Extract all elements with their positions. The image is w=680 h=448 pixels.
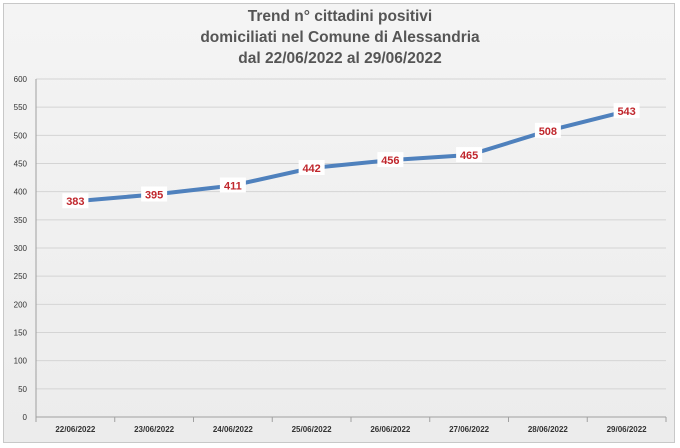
data-label-text: 543 — [617, 106, 635, 118]
data-label-text: 508 — [539, 126, 557, 138]
data-label-box — [613, 103, 640, 119]
data-label-box — [219, 177, 246, 193]
y-tick-label: 350 — [14, 216, 28, 225]
data-label-box — [62, 193, 89, 209]
data-label-text: 395 — [145, 189, 163, 201]
x-tick-label: 22/06/2022 — [55, 425, 96, 434]
y-tick-label: 450 — [14, 160, 28, 169]
data-label: 465 — [456, 147, 483, 163]
data-label: 395 — [141, 186, 168, 202]
series-line-path — [73, 109, 629, 204]
data-label-box — [534, 122, 561, 138]
x-tick-label: 25/06/2022 — [292, 425, 333, 434]
x-tick-label: 24/06/2022 — [213, 425, 254, 434]
x-tick-label: 26/06/2022 — [370, 425, 411, 434]
data-label-box — [298, 160, 325, 176]
y-tick-label: 0 — [23, 413, 28, 422]
data-label: 383 — [62, 193, 89, 209]
y-tick-label: 150 — [14, 329, 28, 338]
y-tick-label: 50 — [18, 385, 27, 394]
data-labels: 383 395 411 442 456 465 508 543 — [62, 103, 640, 209]
data-label: 456 — [377, 152, 404, 168]
data-label-text: 411 — [224, 180, 242, 192]
y-tick-label: 300 — [14, 244, 28, 253]
x-tick-label: 28/06/2022 — [528, 425, 569, 434]
gridlines — [35, 78, 666, 418]
data-label-box — [141, 186, 168, 202]
data-label-text: 442 — [302, 163, 320, 175]
data-label: 411 — [219, 177, 246, 193]
chart-title-line-2: domiciliati nel Comune di Alessandria — [200, 29, 480, 46]
chart-frame — [3, 3, 675, 443]
y-tick-label: 500 — [14, 131, 28, 140]
x-tick-label: 27/06/2022 — [449, 425, 490, 434]
x-tick-label: 29/06/2022 — [607, 425, 648, 434]
chart-title: Trend n° cittadini positivi domiciliati … — [0, 6, 680, 69]
data-label-text: 465 — [460, 150, 478, 162]
series-line — [73, 109, 629, 204]
data-label-text: 383 — [66, 196, 84, 208]
x-tick-label: 23/06/2022 — [134, 425, 175, 434]
data-label-box — [377, 152, 404, 168]
data-label: 508 — [534, 122, 561, 138]
x-axis: 22/06/2022 23/06/2022 24/06/2022 25/06/2022… — [35, 417, 667, 434]
data-label-box — [456, 147, 483, 163]
data-label-text: 456 — [381, 155, 399, 167]
y-tick-label: 100 — [14, 357, 28, 366]
y-tick-label: 400 — [14, 188, 28, 197]
y-tick-label: 550 — [14, 103, 28, 112]
y-tick-label: 250 — [14, 272, 28, 281]
y-tick-label: 600 — [14, 75, 28, 84]
data-label: 543 — [613, 103, 640, 119]
chart-title-line-1: Trend n° cittadini positivi — [247, 8, 433, 25]
y-tick-label: 200 — [14, 300, 28, 309]
y-axis-ticks: 0 50 100 150 200 250 300 350 400 450 500 550 600 — [14, 75, 28, 422]
data-label: 442 — [298, 160, 325, 176]
chart-title-line-3: dal 22/06/2022 al 29/06/2022 — [238, 50, 442, 67]
